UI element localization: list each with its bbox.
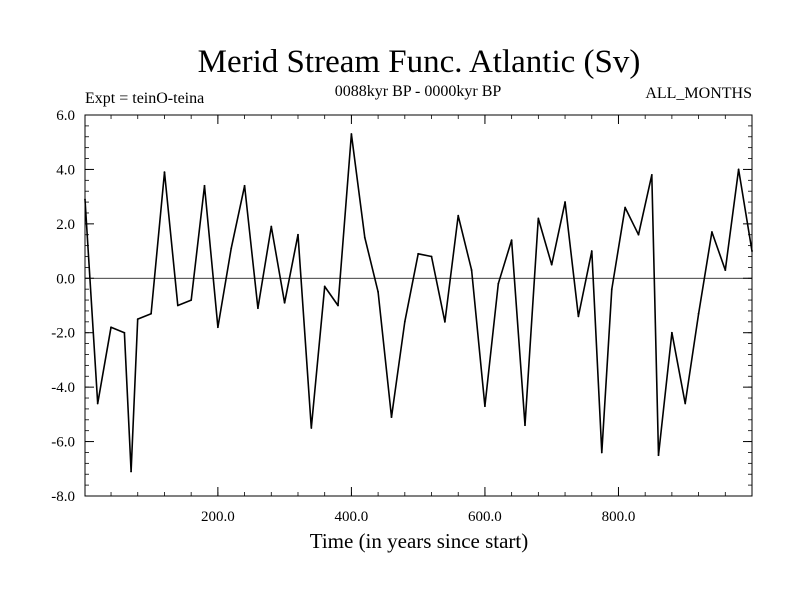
plot-area: 6.0 4.0 2.0 0.0 -2.0 -4.0 -6.0 -8.0 200.0 400.0 60… <box>51 108 753 525</box>
data-point <box>350 133 353 135</box>
data-point <box>711 231 713 233</box>
data-point <box>390 416 393 418</box>
experiment-label: Expt = teinO-teina <box>85 90 204 107</box>
data-point <box>430 255 433 258</box>
data-point <box>510 239 513 242</box>
data-point <box>417 252 420 255</box>
data-point <box>457 214 460 217</box>
data-point <box>363 236 366 239</box>
y-tick-label: 0.0 <box>56 271 75 287</box>
data-point <box>697 312 700 315</box>
data-point <box>257 307 259 310</box>
data-point <box>443 320 446 323</box>
data-point <box>136 318 139 321</box>
y-tick-label: -2.0 <box>51 326 75 342</box>
data-point <box>96 402 99 405</box>
data-point <box>270 225 273 228</box>
x-tick-label: 200.0 <box>201 509 235 525</box>
data-point <box>684 402 687 405</box>
series-line-0 <box>84 133 753 473</box>
data-point <box>537 217 540 220</box>
data-point <box>637 233 640 236</box>
data-point <box>283 301 286 304</box>
season-label: ALL_MONTHS <box>645 85 752 102</box>
data-point <box>203 184 206 187</box>
data-point <box>403 320 406 323</box>
y-tick-label: -4.0 <box>51 380 75 396</box>
data-point <box>624 206 627 209</box>
y-tick-label: -8.0 <box>51 489 75 505</box>
period-label: 0088kyr BP - 0000kyr BP <box>335 83 502 100</box>
chart-title: Merid Stream Func. Atlantic (Sv) <box>198 44 641 80</box>
data-point <box>190 299 193 301</box>
data-point <box>724 269 727 272</box>
y-tick-label: 2.0 <box>56 217 75 233</box>
data-point <box>243 184 246 187</box>
data-point <box>600 451 603 454</box>
data-point <box>377 290 380 293</box>
data-point <box>297 233 299 236</box>
data-point <box>323 285 326 288</box>
data-point <box>577 315 580 318</box>
data-point <box>216 326 219 329</box>
x-axis-label: Time (in years since start) <box>310 529 529 553</box>
x-tick-label: 800.0 <box>602 509 636 525</box>
data-point <box>524 424 526 427</box>
data-point <box>590 250 593 252</box>
data-point <box>650 173 653 176</box>
y-tick-label: -6.0 <box>51 435 75 451</box>
x-tick-label: 400.0 <box>335 509 369 525</box>
data-point <box>110 326 112 329</box>
data-point <box>737 168 740 171</box>
data-point <box>550 263 553 266</box>
data-point <box>163 171 166 174</box>
data-point <box>176 304 179 307</box>
data-point <box>657 454 660 457</box>
y-tick-label: 4.0 <box>56 162 75 178</box>
data-point <box>130 470 132 473</box>
data-point <box>497 282 500 285</box>
data-point <box>337 304 339 307</box>
y-tick-label: 6.0 <box>56 108 75 124</box>
data-point <box>230 247 233 250</box>
x-tick-label: 600.0 <box>468 509 502 525</box>
plot-frame <box>84 114 753 497</box>
data-point <box>610 288 613 291</box>
data-point <box>670 331 673 334</box>
data-point <box>150 312 152 315</box>
data-point <box>470 269 473 272</box>
data-point <box>484 405 486 408</box>
data-point <box>310 427 313 429</box>
data-point <box>123 331 126 334</box>
data-point <box>564 201 566 203</box>
